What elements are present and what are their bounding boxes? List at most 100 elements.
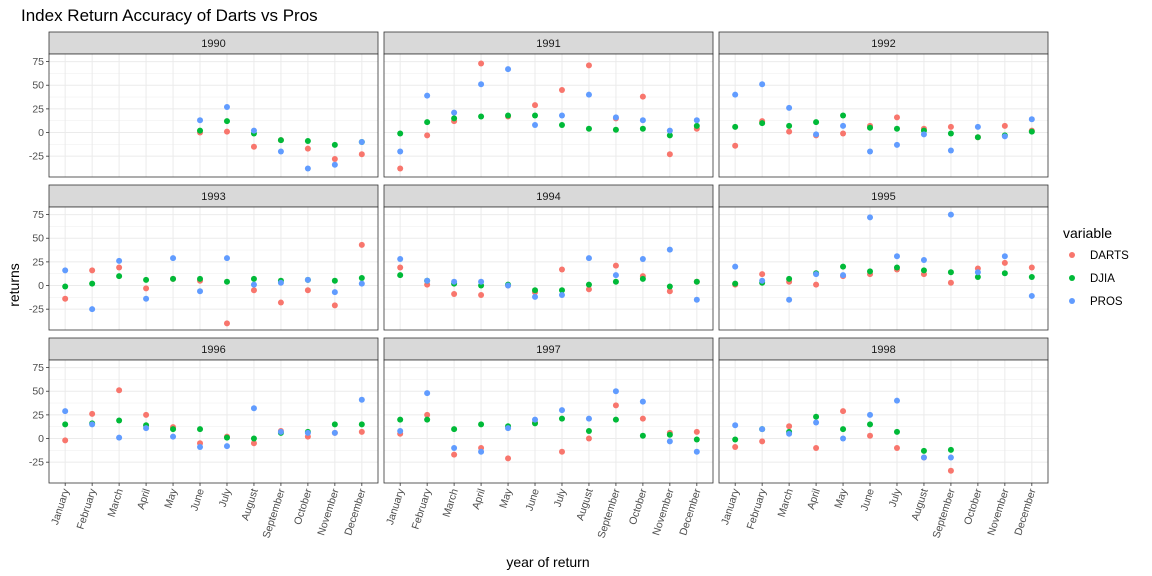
y-tick-label: 25 bbox=[32, 103, 44, 115]
x-tick-label: March bbox=[776, 487, 796, 519]
point-darts bbox=[612, 402, 619, 409]
point-darts bbox=[478, 291, 485, 298]
point-pros bbox=[893, 397, 900, 404]
point-darts bbox=[397, 264, 404, 271]
point-darts bbox=[478, 60, 485, 67]
point-darts bbox=[612, 262, 619, 269]
point-pros bbox=[143, 295, 150, 302]
facet-strip-label: 1997 bbox=[536, 344, 560, 356]
point-djia bbox=[1001, 270, 1008, 277]
point-pros bbox=[639, 117, 646, 124]
y-tick-label: 50 bbox=[32, 80, 44, 92]
facet-panel-1996: 1996 -25 0 25 50 75 January February March April M… bbox=[29, 337, 379, 540]
x-tick-label: June bbox=[858, 487, 876, 513]
point-pros bbox=[840, 435, 847, 442]
point-pros bbox=[759, 426, 766, 433]
point-pros bbox=[505, 66, 512, 73]
y-tick-label: 75 bbox=[32, 56, 44, 68]
x-tick-label: February bbox=[410, 487, 435, 531]
facet-panel-1993: 1993 -25 0 25 50 75 bbox=[29, 184, 379, 331]
point-darts bbox=[358, 241, 365, 248]
point-darts bbox=[759, 271, 766, 278]
y-tick-label: 0 bbox=[38, 127, 44, 139]
point-djia bbox=[639, 275, 646, 282]
point-darts bbox=[358, 428, 365, 435]
point-darts bbox=[666, 288, 673, 295]
point-pros bbox=[331, 429, 338, 436]
point-djia bbox=[358, 274, 365, 281]
point-djia bbox=[143, 276, 150, 283]
panel-border bbox=[718, 359, 1049, 484]
point-pros bbox=[478, 278, 485, 285]
point-pros bbox=[250, 405, 257, 412]
point-pros bbox=[786, 296, 793, 303]
x-tick-label: October bbox=[627, 487, 650, 527]
point-djia bbox=[532, 287, 539, 294]
point-pros bbox=[451, 109, 458, 116]
panel-border bbox=[383, 206, 714, 331]
y-tick-label: 75 bbox=[32, 362, 44, 374]
point-pros bbox=[197, 444, 204, 451]
point-pros bbox=[558, 291, 565, 298]
point-djia bbox=[840, 263, 847, 270]
x-tick-label: September bbox=[595, 487, 622, 540]
point-pros bbox=[813, 419, 820, 426]
point-pros bbox=[358, 280, 365, 287]
point-djia bbox=[397, 130, 404, 137]
point-darts bbox=[250, 440, 257, 447]
point-darts bbox=[532, 102, 539, 109]
x-tick-label: July bbox=[552, 487, 569, 509]
point-darts bbox=[732, 444, 739, 451]
legend-key-point bbox=[1069, 275, 1075, 281]
facet-panel-1990: 1990 -25 0 25 50 75 bbox=[29, 31, 379, 178]
x-tick-label: January bbox=[719, 487, 742, 527]
y-tick-label: 75 bbox=[32, 209, 44, 221]
point-djia bbox=[867, 268, 874, 275]
point-pros bbox=[612, 272, 619, 279]
point-pros bbox=[304, 165, 311, 172]
panel-background bbox=[384, 207, 713, 330]
x-tick-label: March bbox=[106, 487, 126, 519]
legend: variable DARTS DJIA PROS bbox=[1063, 225, 1129, 310]
point-darts bbox=[639, 93, 646, 100]
point-djia bbox=[558, 287, 565, 294]
x-tick-label: April bbox=[805, 487, 823, 511]
x-tick-label: August bbox=[239, 487, 261, 522]
x-tick-label: September bbox=[260, 487, 287, 540]
legend-key-point bbox=[1069, 298, 1075, 304]
point-pros bbox=[532, 121, 539, 128]
point-djia bbox=[666, 132, 673, 139]
point-pros bbox=[759, 277, 766, 284]
x-tick-label: December bbox=[677, 487, 704, 537]
point-djia bbox=[920, 267, 927, 274]
point-djia bbox=[693, 278, 700, 285]
point-djia bbox=[478, 113, 485, 120]
x-tick-label: July bbox=[217, 487, 234, 509]
point-djia bbox=[397, 272, 404, 279]
point-darts bbox=[813, 281, 820, 288]
y-tick-label: 25 bbox=[32, 256, 44, 268]
point-djia bbox=[116, 417, 123, 424]
point-darts bbox=[840, 130, 847, 137]
point-djia bbox=[813, 413, 820, 420]
point-djia bbox=[840, 112, 847, 119]
x-tick-label: July bbox=[887, 487, 904, 509]
point-djia bbox=[947, 269, 954, 276]
facet-strip-label: 1993 bbox=[201, 191, 225, 203]
point-djia bbox=[358, 421, 365, 428]
point-pros bbox=[451, 278, 458, 285]
x-tick-label: April bbox=[135, 487, 153, 511]
panel-border bbox=[718, 53, 1049, 178]
point-darts bbox=[585, 286, 592, 293]
x-tick-label: August bbox=[574, 487, 596, 522]
x-tick-label: October bbox=[962, 487, 985, 527]
point-darts bbox=[786, 423, 793, 430]
point-djia bbox=[867, 421, 874, 428]
point-pros bbox=[920, 256, 927, 263]
point-darts bbox=[558, 86, 565, 93]
point-djia bbox=[759, 120, 766, 127]
point-djia bbox=[223, 278, 230, 285]
point-pros bbox=[840, 272, 847, 279]
panel-background bbox=[719, 54, 1048, 177]
